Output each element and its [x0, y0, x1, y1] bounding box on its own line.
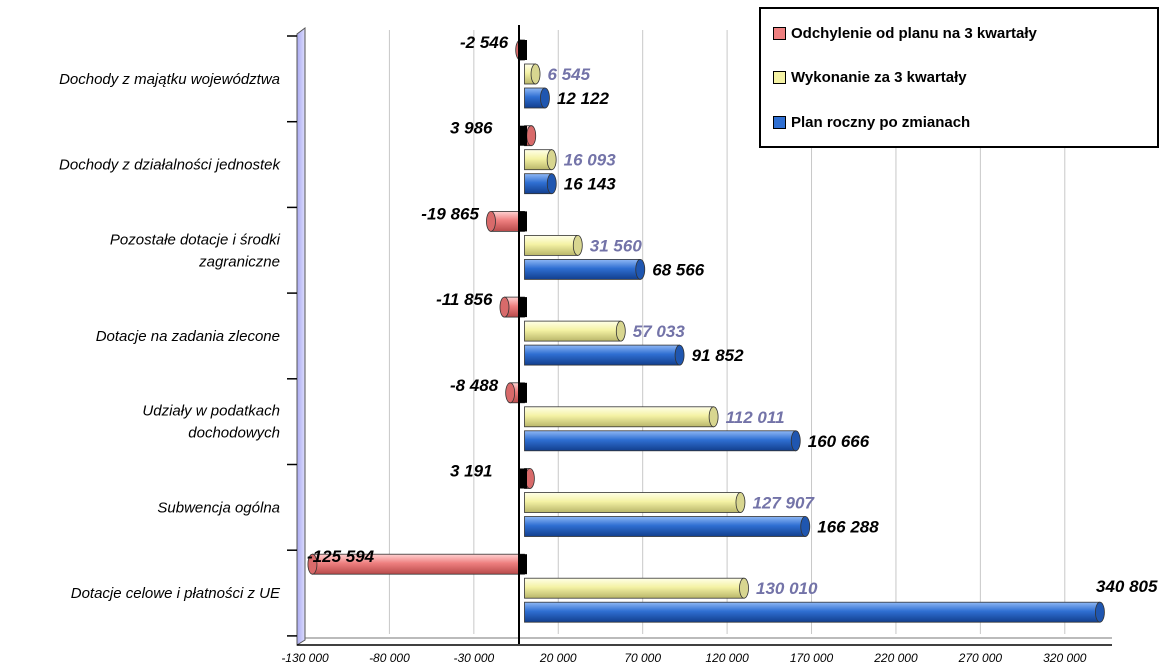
legend-swatch-wykonanie [773, 71, 786, 84]
bar [524, 406, 715, 428]
bars [307, 39, 1105, 623]
bar-cap [526, 125, 537, 147]
bar-cap [486, 210, 496, 232]
bar-cap [530, 63, 541, 85]
legend-item-odchylenie: Odchylenie od planu na 3 kwartały [773, 25, 1037, 42]
category-label: Pozostałe dotacje i środki zagraniczne [110, 231, 281, 270]
category-label-line: Dochody z działalności jednostek [59, 157, 281, 174]
bar-cap [1095, 601, 1105, 623]
legend-item-wykonanie: Wykonanie za 3 kwartały [773, 69, 967, 86]
bar [524, 430, 797, 452]
category-label-line: Pozostałe dotacje i środki [110, 231, 281, 248]
zero-axis-block [519, 382, 527, 403]
zero-axis-block [519, 40, 527, 60]
x-tick-label: 320 000 [1043, 651, 1087, 665]
category-label-line: Dochody z majątku województwa [59, 71, 280, 88]
bar-cap [739, 577, 749, 599]
value-label: 112 011 [726, 408, 785, 427]
zero-axis-block [519, 554, 527, 575]
value-label: 160 666 [808, 432, 870, 451]
bar [524, 258, 641, 280]
value-label: 16 093 [564, 151, 617, 170]
value-label: 57 033 [633, 322, 686, 341]
value-label: 68 566 [652, 260, 705, 279]
bar-cap [800, 516, 811, 537]
category-label: Dochody z majątku województwa [59, 71, 280, 88]
x-tick-label: -80 000 [369, 651, 410, 665]
value-label: 16 143 [564, 175, 617, 194]
category-label: Subwencja ogólna [157, 499, 280, 516]
chart-left-wall [296, 27, 306, 646]
bar-cap [708, 406, 719, 428]
bar-cap [735, 492, 746, 513]
x-tick-label: 270 000 [958, 651, 1003, 665]
category-label: Dotacje na zadania zlecone [96, 328, 280, 345]
zero-axis-block [519, 297, 527, 318]
x-tick-label: -30 000 [453, 651, 494, 665]
value-label: -11 856 [436, 290, 493, 309]
wall-panel [296, 27, 306, 646]
value-label: 31 560 [590, 236, 643, 255]
value-label: 3 986 [450, 119, 493, 138]
bar [524, 516, 806, 537]
value-label: -2 546 [460, 33, 509, 52]
category-label-line: dochodowych [188, 425, 280, 442]
bar-cap [505, 382, 516, 404]
bar [524, 601, 1101, 623]
bar [524, 234, 579, 256]
x-tick-label: 170 000 [790, 651, 834, 665]
bar-cap [615, 320, 626, 342]
value-label: 130 010 [756, 579, 818, 598]
bar-cap [540, 87, 550, 109]
legend-swatch-odchylenie [773, 27, 786, 40]
value-label: 166 288 [817, 518, 879, 537]
bar-cap [499, 296, 510, 318]
bar-cap [546, 173, 557, 195]
category-label-line: zagraniczne [198, 253, 280, 270]
x-tick-label: 70 000 [624, 651, 661, 665]
category-label-line: Udziały w podatkach [142, 403, 280, 420]
value-label: 340 805 [1096, 577, 1158, 596]
value-label: -19 865 [421, 204, 479, 223]
category-label: Udziały w podatkach dochodowych [142, 403, 280, 442]
value-label: 127 907 [752, 494, 815, 513]
bar-cap [790, 430, 801, 452]
bar [524, 577, 745, 599]
value-label: -8 488 [450, 376, 499, 395]
value-label: 12 122 [557, 89, 610, 108]
legend-swatch-plan [773, 116, 786, 129]
bar [524, 492, 741, 513]
bar-cap [572, 234, 583, 256]
legend-item-plan: Plan roczny po zmianach [773, 114, 970, 131]
category-label: Dochody z działalności jednostek [59, 157, 281, 174]
x-tick-label: 20 000 [539, 651, 577, 665]
category-label-line: Subwencja ogólna [157, 499, 280, 516]
legend-label-odchylenie: Odchylenie od planu na 3 kwartały [791, 25, 1037, 42]
x-tick-label: 120 000 [705, 651, 749, 665]
x-tick-label: -130 000 [281, 651, 329, 665]
category-label-line: Dotacje celowe i płatności z UE [71, 585, 281, 602]
zero-axis-block [519, 468, 527, 489]
zero-axis-block [519, 125, 527, 146]
bar-cap [307, 553, 318, 575]
value-label: 6 545 [548, 65, 591, 84]
bar-cap [635, 258, 646, 280]
axes [287, 25, 1112, 646]
bar-cap [674, 344, 685, 366]
legend: Odchylenie od planu na 3 kwartały Wykona… [759, 7, 1159, 148]
bar [524, 320, 622, 342]
bar [524, 344, 680, 366]
zero-axis-block [519, 211, 527, 232]
value-label: 3 191 [450, 462, 493, 481]
value-label: 91 852 [692, 346, 745, 365]
legend-label-plan: Plan roczny po zmianach [791, 114, 971, 131]
category-label-line: Dotacje na zadania zlecone [96, 328, 280, 345]
legend-label-wykonanie: Wykonanie za 3 kwartały [791, 69, 967, 86]
category-label: Dotacje celowe i płatności z UE [71, 585, 281, 602]
bar-cap [546, 149, 557, 171]
labels: -130 000 -80 000 -30 000 20 000 70 000 120 00… [59, 33, 1158, 665]
x-tick-label: 220 000 [873, 651, 918, 665]
value-label: -125 594 [307, 547, 375, 566]
